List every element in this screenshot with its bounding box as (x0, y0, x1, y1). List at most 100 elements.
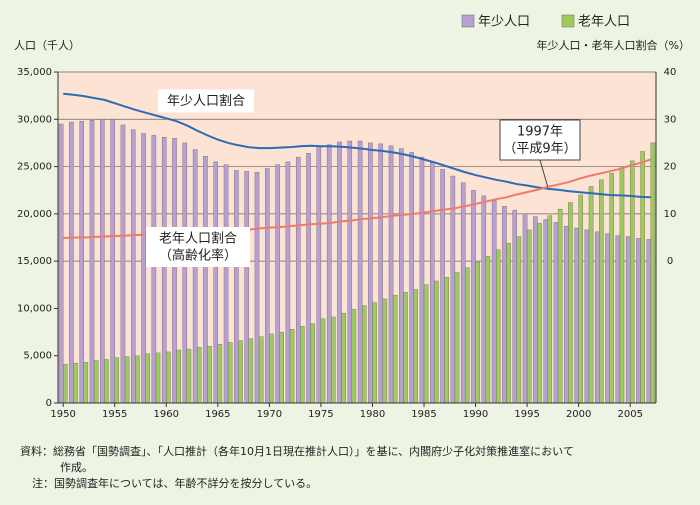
bar (227, 342, 233, 404)
bar (238, 340, 243, 404)
bar (650, 142, 656, 404)
bar (485, 256, 491, 404)
x-tick-label: 1970 (257, 409, 282, 420)
bar (409, 152, 414, 404)
bar (213, 161, 219, 404)
annotation: 老年人口割合 (159, 231, 237, 247)
bar (207, 346, 212, 404)
bar (114, 357, 120, 404)
bar (289, 329, 295, 404)
bar (454, 272, 460, 404)
bar (93, 360, 99, 404)
bar (285, 161, 291, 404)
bar (192, 149, 198, 404)
bar (368, 142, 373, 404)
bar (295, 156, 301, 404)
y2-tick-label: 40 (664, 67, 677, 78)
bar (392, 294, 398, 404)
bar (244, 171, 249, 404)
bar (413, 289, 419, 404)
y-tick-label: 0 (46, 398, 52, 409)
bar (254, 172, 260, 404)
bar (557, 208, 563, 404)
annotation-box (158, 89, 254, 113)
bar (110, 119, 115, 404)
x-tick-label: 2000 (566, 409, 591, 420)
line (63, 92, 651, 199)
bar (166, 351, 171, 404)
annotation: 1997年 (517, 125, 563, 140)
bar (62, 364, 68, 404)
bar (553, 222, 559, 404)
annotation-box (146, 227, 250, 267)
bar (275, 164, 280, 404)
legend-swatch (561, 14, 575, 28)
x-tick-label: 1965 (205, 409, 230, 420)
bar (331, 316, 336, 404)
bar (161, 137, 167, 404)
bar (584, 229, 590, 404)
y-tick-label: 25,000 (17, 162, 52, 173)
y-tick-label: 15,000 (17, 256, 52, 267)
bar (361, 305, 367, 404)
bar (135, 355, 140, 404)
x-tick-label: 2005 (617, 409, 642, 420)
y2-tick-label: 20 (664, 162, 677, 173)
y-tick-label: 5,000 (23, 351, 52, 362)
bar (155, 352, 161, 404)
bar (279, 331, 284, 404)
bar (182, 142, 188, 404)
bar (79, 120, 84, 404)
bar (502, 206, 507, 404)
bar (526, 229, 532, 404)
bar (104, 359, 109, 404)
bar (341, 312, 346, 404)
bar (73, 363, 78, 404)
annotation: 年少人口割合 (167, 93, 245, 109)
y2-axis-title: 年少人口・老年人口割合（%） (537, 38, 690, 52)
bar (100, 119, 105, 404)
bar (512, 209, 518, 404)
bar (337, 141, 342, 404)
annotation: （高齢化率） (159, 248, 237, 264)
bar (223, 164, 229, 404)
bar (423, 284, 429, 404)
bar (481, 195, 487, 404)
legend-swatch (461, 14, 475, 28)
bar (475, 261, 480, 404)
bar (357, 140, 363, 404)
bar (450, 175, 456, 404)
bar (172, 137, 177, 404)
bar (83, 362, 89, 404)
bar (269, 333, 274, 404)
bar (320, 318, 326, 404)
bar (491, 200, 497, 404)
bar (382, 298, 388, 404)
leader (539, 159, 549, 188)
bar (265, 168, 270, 404)
x-tick-label: 1975 (308, 409, 333, 420)
y-tick-label: 20,000 (17, 209, 52, 220)
bar (599, 179, 604, 404)
bar (69, 121, 74, 404)
bar (465, 267, 470, 404)
bar (306, 153, 311, 404)
y2-tick-label: 0 (667, 256, 673, 267)
y-tick-label: 10,000 (17, 303, 52, 314)
bar (388, 145, 394, 404)
bar (495, 249, 501, 404)
x-tick-label: 1950 (50, 409, 75, 420)
bar (444, 277, 449, 404)
bar (547, 215, 553, 404)
bar (625, 236, 631, 404)
bar (351, 309, 357, 404)
bar (248, 338, 254, 404)
bar (430, 162, 435, 404)
x-tick-label: 1960 (154, 409, 179, 420)
x-tick-label: 1955 (102, 409, 127, 420)
bar (471, 190, 476, 404)
bar (522, 213, 528, 404)
bar (124, 356, 130, 404)
annotation-box (499, 119, 581, 161)
